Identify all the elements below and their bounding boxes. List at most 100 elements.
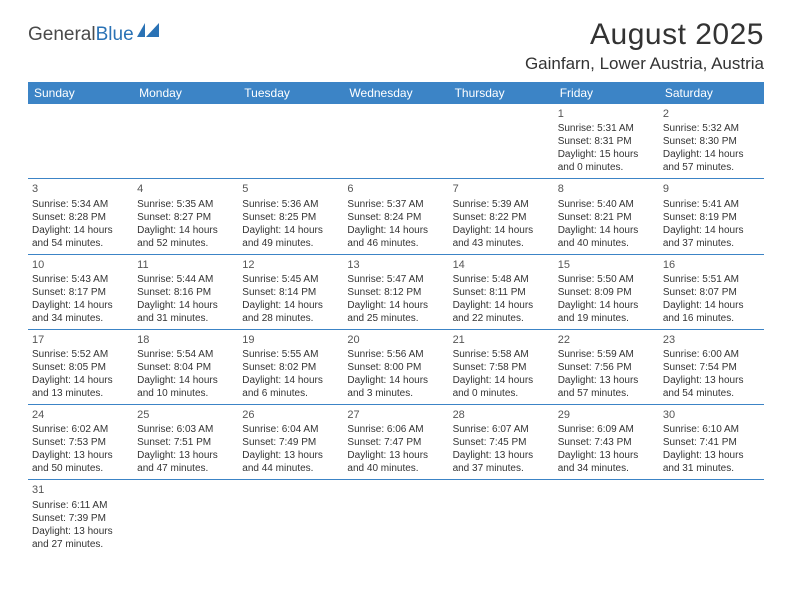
day-info-line: Sunset: 8:19 PM — [663, 211, 760, 224]
day-info-line: Daylight: 14 hours — [32, 299, 129, 312]
day-info-line: Sunset: 8:04 PM — [137, 361, 234, 374]
day-info-line: Daylight: 13 hours — [558, 449, 655, 462]
day-number: 3 — [32, 182, 129, 196]
day-cell: 6Sunrise: 5:37 AMSunset: 8:24 PMDaylight… — [343, 179, 448, 253]
day-info-line: Sunrise: 6:09 AM — [558, 423, 655, 436]
day-info-line: Sunrise: 5:34 AM — [32, 198, 129, 211]
week-row: 1Sunrise: 5:31 AMSunset: 8:31 PMDaylight… — [28, 104, 764, 179]
day-number: 22 — [558, 333, 655, 347]
day-cell: 21Sunrise: 5:58 AMSunset: 7:58 PMDayligh… — [449, 330, 554, 404]
day-info-line: and 25 minutes. — [347, 312, 444, 325]
day-info-line: Sunrise: 6:11 AM — [32, 499, 129, 512]
day-header: Friday — [554, 82, 659, 104]
day-number: 16 — [663, 258, 760, 272]
day-info-line: and 31 minutes. — [137, 312, 234, 325]
day-info-line: Sunset: 8:07 PM — [663, 286, 760, 299]
day-cell — [343, 104, 448, 178]
week-row: 31Sunrise: 6:11 AMSunset: 7:39 PMDayligh… — [28, 480, 764, 554]
day-number: 23 — [663, 333, 760, 347]
day-info-line: Daylight: 14 hours — [663, 224, 760, 237]
day-info-line: Daylight: 13 hours — [137, 449, 234, 462]
day-info-line: Sunrise: 5:52 AM — [32, 348, 129, 361]
day-info-line: Daylight: 13 hours — [663, 449, 760, 462]
day-number: 2 — [663, 107, 760, 121]
day-number: 10 — [32, 258, 129, 272]
day-number: 27 — [347, 408, 444, 422]
day-info-line: Sunset: 7:45 PM — [453, 436, 550, 449]
day-cell: 17Sunrise: 5:52 AMSunset: 8:05 PMDayligh… — [28, 330, 133, 404]
day-info-line: and 6 minutes. — [242, 387, 339, 400]
day-info-line: Sunset: 8:09 PM — [558, 286, 655, 299]
day-info-line: and 37 minutes. — [453, 462, 550, 475]
day-header: Sunday — [28, 82, 133, 104]
logo-text-blue: Blue — [96, 24, 134, 46]
day-cell: 3Sunrise: 5:34 AMSunset: 8:28 PMDaylight… — [28, 179, 133, 253]
day-info-line: and 52 minutes. — [137, 237, 234, 250]
day-info-line: Daylight: 13 hours — [347, 449, 444, 462]
day-cell: 12Sunrise: 5:45 AMSunset: 8:14 PMDayligh… — [238, 255, 343, 329]
day-info-line: Daylight: 13 hours — [663, 374, 760, 387]
day-info-line: Sunset: 7:51 PM — [137, 436, 234, 449]
day-number: 29 — [558, 408, 655, 422]
day-headers: SundayMondayTuesdayWednesdayThursdayFrid… — [28, 82, 764, 104]
day-header: Wednesday — [343, 82, 448, 104]
day-info-line: and 34 minutes. — [558, 462, 655, 475]
day-info-line: Daylight: 14 hours — [137, 224, 234, 237]
day-cell: 7Sunrise: 5:39 AMSunset: 8:22 PMDaylight… — [449, 179, 554, 253]
day-cell: 10Sunrise: 5:43 AMSunset: 8:17 PMDayligh… — [28, 255, 133, 329]
day-info-line: Sunset: 7:58 PM — [453, 361, 550, 374]
day-info-line: and 16 minutes. — [663, 312, 760, 325]
day-info-line: Daylight: 14 hours — [558, 299, 655, 312]
day-info-line: Sunset: 8:31 PM — [558, 135, 655, 148]
day-cell: 1Sunrise: 5:31 AMSunset: 8:31 PMDaylight… — [554, 104, 659, 178]
day-info-line: Daylight: 13 hours — [32, 525, 129, 538]
day-number: 15 — [558, 258, 655, 272]
day-header: Thursday — [449, 82, 554, 104]
day-info-line: Daylight: 14 hours — [242, 299, 339, 312]
day-info-line: Daylight: 14 hours — [663, 299, 760, 312]
day-info-line: and 28 minutes. — [242, 312, 339, 325]
day-info-line: Daylight: 14 hours — [242, 224, 339, 237]
day-info-line: Sunrise: 5:56 AM — [347, 348, 444, 361]
day-cell — [28, 104, 133, 178]
day-cell — [238, 480, 343, 554]
day-cell: 9Sunrise: 5:41 AMSunset: 8:19 PMDaylight… — [659, 179, 764, 253]
day-info-line: Sunset: 7:43 PM — [558, 436, 655, 449]
day-info-line: Sunset: 8:22 PM — [453, 211, 550, 224]
day-info-line: Sunrise: 6:07 AM — [453, 423, 550, 436]
day-info-line: Daylight: 14 hours — [32, 224, 129, 237]
day-info-line: Sunset: 8:02 PM — [242, 361, 339, 374]
title-block: August 2025 Gainfarn, Lower Austria, Aus… — [525, 18, 764, 74]
day-number: 12 — [242, 258, 339, 272]
day-cell: 18Sunrise: 5:54 AMSunset: 8:04 PMDayligh… — [133, 330, 238, 404]
day-cell: 2Sunrise: 5:32 AMSunset: 8:30 PMDaylight… — [659, 104, 764, 178]
day-cell — [659, 480, 764, 554]
header: GeneralBlue August 2025 Gainfarn, Lower … — [28, 18, 764, 74]
day-info-line: Sunrise: 5:39 AM — [453, 198, 550, 211]
day-info-line: Sunrise: 5:47 AM — [347, 273, 444, 286]
day-info-line: and 40 minutes. — [347, 462, 444, 475]
day-info-line: Daylight: 14 hours — [137, 299, 234, 312]
day-info-line: Sunrise: 5:45 AM — [242, 273, 339, 286]
day-number: 24 — [32, 408, 129, 422]
day-info-line: and 57 minutes. — [558, 387, 655, 400]
day-info-line: and 54 minutes. — [32, 237, 129, 250]
day-info-line: Sunset: 8:17 PM — [32, 286, 129, 299]
day-cell: 8Sunrise: 5:40 AMSunset: 8:21 PMDaylight… — [554, 179, 659, 253]
day-info-line: Daylight: 13 hours — [242, 449, 339, 462]
day-info-line: and 27 minutes. — [32, 538, 129, 551]
day-info-line: Sunrise: 5:51 AM — [663, 273, 760, 286]
day-info-line: Daylight: 14 hours — [453, 224, 550, 237]
day-info-line: Sunset: 8:16 PM — [137, 286, 234, 299]
day-info-line: and 37 minutes. — [663, 237, 760, 250]
day-number: 26 — [242, 408, 339, 422]
day-info-line: Sunset: 8:05 PM — [32, 361, 129, 374]
day-number: 8 — [558, 182, 655, 196]
calendar: SundayMondayTuesdayWednesdayThursdayFrid… — [28, 82, 764, 555]
day-info-line: Sunset: 8:12 PM — [347, 286, 444, 299]
day-info-line: Sunrise: 6:10 AM — [663, 423, 760, 436]
day-info-line: and 19 minutes. — [558, 312, 655, 325]
day-info-line: Sunrise: 5:58 AM — [453, 348, 550, 361]
day-info-line: Sunrise: 6:00 AM — [663, 348, 760, 361]
day-cell — [343, 480, 448, 554]
